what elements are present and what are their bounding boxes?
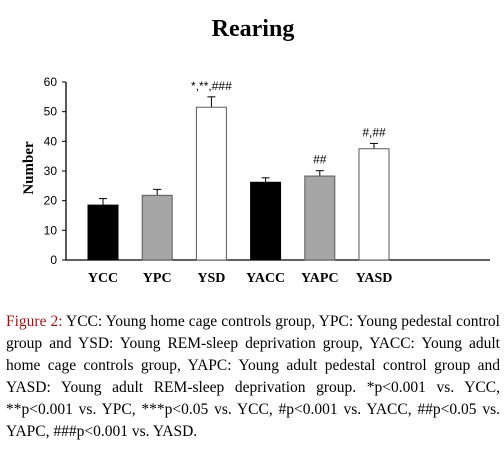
x-category-label: YASD [356,271,393,286]
y-tick-label: 20 [44,194,58,208]
bar-yacc [250,181,282,261]
bars: YCC YPC YSD *,**,### YACC YAPC ## YASD #,## [87,79,393,286]
significance-label: #,## [362,125,386,139]
bar-ysd [195,106,227,261]
y-tick-label: 50 [44,105,58,119]
axes: 0 10 20 30 40 50 60 [44,75,490,267]
bar-ypc [141,194,173,261]
x-category-label: YCC [88,271,118,286]
caption-label: Figure 2: [6,313,63,330]
bar-chart: Rearing Number 0 10 20 30 40 50 60 YCC YPC YSD *,… [21,16,490,286]
y-axis-title: Number [21,141,37,195]
x-category-label: YACC [246,271,285,286]
y-tick-label: 60 [44,75,58,89]
significance-label: ## [313,153,327,167]
x-category-label: YSD [197,271,225,286]
chart-title: Rearing [212,16,295,42]
significance-label: *,**,### [191,79,232,93]
y-tick-label: 10 [44,223,58,237]
y-tick-label: 30 [44,164,58,178]
x-category-label: YAPC [301,271,339,286]
bar-ycc [87,204,119,261]
x-category-label: YPC [143,271,172,286]
figure-caption: Figure 2: YCC: Young home cage controls … [6,311,500,443]
bar-yasd [358,148,390,261]
y-tick-label: 40 [44,134,58,148]
y-tick-label: 0 [50,253,57,267]
bar-yapc [304,175,336,261]
caption-text: YCC: Young home cage controls group, YPC… [6,313,500,440]
